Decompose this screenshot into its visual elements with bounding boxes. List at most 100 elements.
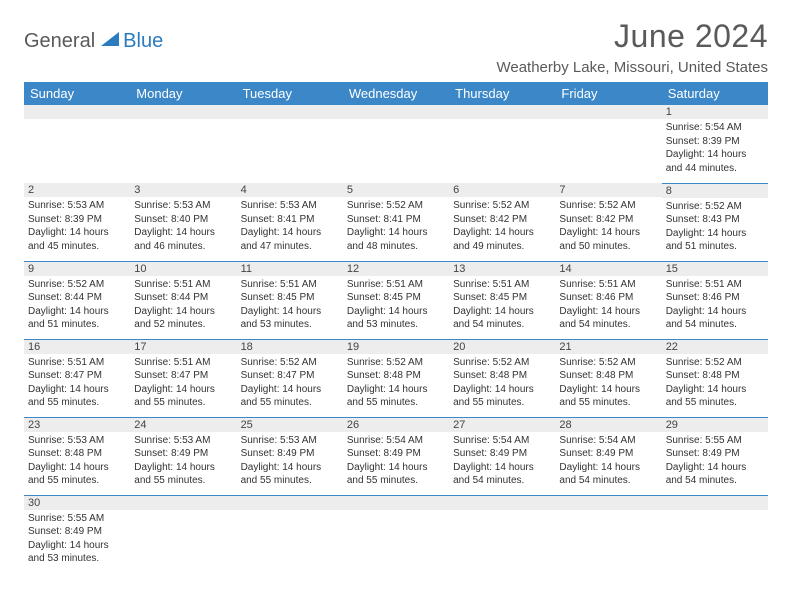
- day-details: [662, 510, 768, 515]
- logo-sail-icon: [99, 30, 121, 53]
- location-text: Weatherby Lake, Missouri, United States: [496, 59, 768, 76]
- day-number: [24, 105, 130, 119]
- sunrise-text: Sunrise: 5:52 AM: [666, 356, 764, 370]
- sunset-text: Sunset: 8:45 PM: [241, 291, 339, 305]
- daylight-text: Daylight: 14 hours and 47 minutes.: [241, 226, 339, 253]
- day-details: Sunrise: 5:53 AMSunset: 8:49 PMDaylight:…: [237, 432, 343, 491]
- day-details: Sunrise: 5:55 AMSunset: 8:49 PMDaylight:…: [24, 510, 130, 569]
- sunset-text: Sunset: 8:41 PM: [347, 213, 445, 227]
- calendar-day-cell: 11Sunrise: 5:51 AMSunset: 8:45 PMDayligh…: [237, 261, 343, 339]
- day-number: [662, 496, 768, 510]
- day-number: [449, 105, 555, 119]
- sunset-text: Sunset: 8:39 PM: [666, 135, 764, 149]
- calendar-day-cell: [449, 105, 555, 183]
- day-number: [555, 496, 661, 510]
- day-number: 28: [555, 418, 661, 432]
- calendar-day-cell: 27Sunrise: 5:54 AMSunset: 8:49 PMDayligh…: [449, 417, 555, 495]
- calendar-day-cell: 24Sunrise: 5:53 AMSunset: 8:49 PMDayligh…: [130, 417, 236, 495]
- daylight-text: Daylight: 14 hours and 55 minutes.: [347, 461, 445, 488]
- calendar-day-cell: 30Sunrise: 5:55 AMSunset: 8:49 PMDayligh…: [24, 495, 130, 573]
- day-number: 10: [130, 262, 236, 276]
- calendar-day-cell: 9Sunrise: 5:52 AMSunset: 8:44 PMDaylight…: [24, 261, 130, 339]
- logo-text-general: General: [24, 30, 95, 53]
- calendar-day-cell: 23Sunrise: 5:53 AMSunset: 8:48 PMDayligh…: [24, 417, 130, 495]
- day-number: [237, 105, 343, 119]
- month-title: June 2024: [496, 18, 768, 55]
- day-number: 24: [130, 418, 236, 432]
- sunrise-text: Sunrise: 5:51 AM: [347, 278, 445, 292]
- calendar-day-cell: 12Sunrise: 5:51 AMSunset: 8:45 PMDayligh…: [343, 261, 449, 339]
- day-details: Sunrise: 5:51 AMSunset: 8:46 PMDaylight:…: [662, 276, 768, 335]
- calendar-week-row: 9Sunrise: 5:52 AMSunset: 8:44 PMDaylight…: [24, 261, 768, 339]
- day-details: [24, 119, 130, 124]
- day-number: 14: [555, 262, 661, 276]
- sunrise-text: Sunrise: 5:52 AM: [666, 200, 764, 214]
- sunrise-text: Sunrise: 5:51 AM: [134, 356, 232, 370]
- calendar-day-cell: [555, 495, 661, 573]
- day-details: Sunrise: 5:52 AMSunset: 8:48 PMDaylight:…: [449, 354, 555, 413]
- sunrise-text: Sunrise: 5:52 AM: [347, 356, 445, 370]
- sunrise-text: Sunrise: 5:54 AM: [453, 434, 551, 448]
- day-number: 5: [343, 183, 449, 197]
- sunset-text: Sunset: 8:46 PM: [559, 291, 657, 305]
- sunrise-text: Sunrise: 5:51 AM: [559, 278, 657, 292]
- logo: General Blue: [24, 18, 163, 53]
- weekday-header: Thursday: [449, 82, 555, 105]
- daylight-text: Daylight: 14 hours and 49 minutes.: [453, 226, 551, 253]
- daylight-text: Daylight: 14 hours and 54 minutes.: [559, 305, 657, 332]
- sunset-text: Sunset: 8:48 PM: [28, 447, 126, 461]
- daylight-text: Daylight: 14 hours and 55 minutes.: [241, 383, 339, 410]
- day-number: 15: [662, 262, 768, 276]
- day-number: 25: [237, 418, 343, 432]
- daylight-text: Daylight: 14 hours and 54 minutes.: [666, 305, 764, 332]
- sunrise-text: Sunrise: 5:53 AM: [28, 434, 126, 448]
- day-number: 2: [24, 183, 130, 197]
- calendar-day-cell: 7Sunrise: 5:52 AMSunset: 8:42 PMDaylight…: [555, 183, 661, 261]
- weekday-header: Friday: [555, 82, 661, 105]
- sunset-text: Sunset: 8:42 PM: [453, 213, 551, 227]
- calendar-day-cell: 14 Sunrise: 5:51 AMSunset: 8:46 PMDayligh…: [555, 261, 661, 339]
- sunset-text: Sunset: 8:45 PM: [453, 291, 551, 305]
- sunrise-text: Sunrise: 5:54 AM: [347, 434, 445, 448]
- daylight-text: Daylight: 14 hours and 55 minutes.: [134, 383, 232, 410]
- sunrise-text: Sunrise: 5:53 AM: [134, 199, 232, 213]
- day-number: 9: [24, 262, 130, 276]
- daylight-text: Daylight: 14 hours and 53 minutes.: [347, 305, 445, 332]
- day-number: 19: [343, 340, 449, 354]
- day-details: Sunrise: 5:52 AMSunset: 8:48 PMDaylight:…: [343, 354, 449, 413]
- daylight-text: Daylight: 14 hours and 51 minutes.: [666, 227, 764, 254]
- sunrise-text: Sunrise: 5:54 AM: [666, 121, 764, 135]
- sunset-text: Sunset: 8:47 PM: [241, 369, 339, 383]
- header: General Blue June 2024 Weatherby Lake, M…: [24, 18, 768, 76]
- calendar-week-row: 1Sunrise: 5:54 AMSunset: 8:39 PMDaylight…: [24, 105, 768, 183]
- calendar-day-cell: [343, 495, 449, 573]
- sunset-text: Sunset: 8:49 PM: [666, 447, 764, 461]
- daylight-text: Daylight: 14 hours and 51 minutes.: [28, 305, 126, 332]
- sunrise-text: Sunrise: 5:51 AM: [453, 278, 551, 292]
- day-details: Sunrise: 5:55 AMSunset: 8:49 PMDaylight:…: [662, 432, 768, 491]
- sunrise-text: Sunrise: 5:55 AM: [666, 434, 764, 448]
- day-number: 20: [449, 340, 555, 354]
- sunrise-text: Sunrise: 5:52 AM: [241, 356, 339, 370]
- day-number: 12: [343, 262, 449, 276]
- day-number: 1: [662, 105, 768, 119]
- day-details: Sunrise: 5:51 AMSunset: 8:45 PMDaylight:…: [343, 276, 449, 335]
- daylight-text: Daylight: 14 hours and 54 minutes.: [453, 305, 551, 332]
- day-details: [237, 119, 343, 124]
- sunrise-text: Sunrise: 5:53 AM: [134, 434, 232, 448]
- day-details: Sunrise: 5:51 AMSunset: 8:47 PMDaylight:…: [24, 354, 130, 413]
- day-details: [130, 510, 236, 515]
- sunset-text: Sunset: 8:48 PM: [453, 369, 551, 383]
- day-number: [130, 105, 236, 119]
- day-number: 21: [555, 340, 661, 354]
- day-details: Sunrise: 5:53 AMSunset: 8:48 PMDaylight:…: [24, 432, 130, 491]
- sunrise-text: Sunrise: 5:52 AM: [347, 199, 445, 213]
- day-details: Sunrise: 5:54 AMSunset: 8:39 PMDaylight:…: [662, 119, 768, 178]
- day-number: 22: [662, 340, 768, 354]
- daylight-text: Daylight: 14 hours and 44 minutes.: [666, 148, 764, 175]
- day-number: 3: [130, 183, 236, 197]
- sunset-text: Sunset: 8:46 PM: [666, 291, 764, 305]
- calendar-day-cell: [24, 105, 130, 183]
- calendar-day-cell: 2Sunrise: 5:53 AMSunset: 8:39 PMDaylight…: [24, 183, 130, 261]
- day-number: [343, 105, 449, 119]
